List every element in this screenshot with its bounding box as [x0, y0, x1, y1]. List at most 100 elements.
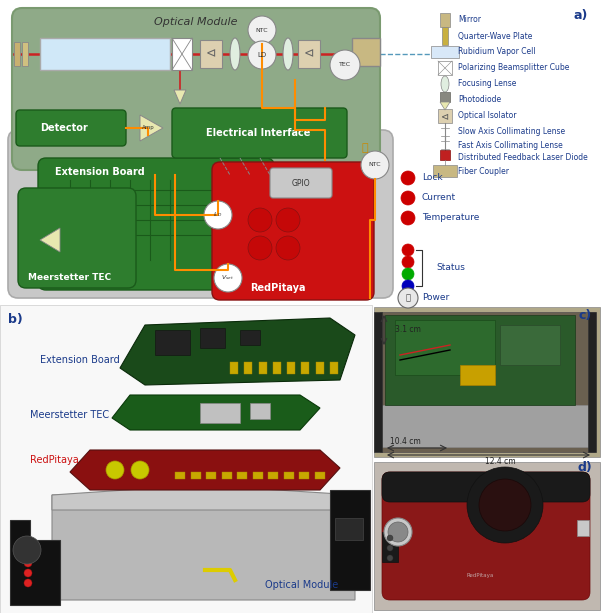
- Bar: [273, 362, 281, 374]
- FancyBboxPatch shape: [270, 168, 332, 198]
- Text: RedPitaya: RedPitaya: [467, 573, 494, 577]
- Circle shape: [388, 522, 408, 542]
- Ellipse shape: [441, 76, 449, 92]
- Text: Detector: Detector: [40, 123, 88, 133]
- Bar: [244, 362, 252, 374]
- Bar: [14, 42, 20, 66]
- Circle shape: [24, 569, 32, 577]
- Text: a): a): [574, 9, 588, 21]
- Polygon shape: [52, 495, 355, 600]
- Circle shape: [467, 467, 543, 543]
- Bar: [200, 403, 240, 423]
- Text: Polarizing Beamsplitter Cube: Polarizing Beamsplitter Cube: [458, 64, 569, 72]
- Bar: [330, 362, 338, 374]
- FancyBboxPatch shape: [38, 158, 274, 290]
- Text: Focusing Lense: Focusing Lense: [458, 80, 517, 88]
- Bar: [315, 362, 324, 374]
- Text: Fiber Coupler: Fiber Coupler: [458, 167, 509, 175]
- Text: Rubidium Vapor Cell: Rubidium Vapor Cell: [458, 47, 536, 56]
- Circle shape: [248, 208, 272, 232]
- Circle shape: [24, 579, 32, 587]
- Polygon shape: [174, 90, 186, 104]
- Text: c): c): [579, 308, 592, 321]
- Circle shape: [401, 191, 415, 205]
- Bar: [268, 472, 278, 479]
- Bar: [299, 472, 309, 479]
- Text: Meerstetter TEC: Meerstetter TEC: [30, 410, 109, 420]
- Circle shape: [402, 268, 414, 280]
- Text: Electrical Interface: Electrical Interface: [206, 128, 310, 138]
- Circle shape: [402, 280, 414, 292]
- Text: Meerstetter TEC: Meerstetter TEC: [28, 273, 111, 283]
- Text: 3.1 cm: 3.1 cm: [395, 326, 421, 335]
- Bar: [395, 320, 495, 375]
- Bar: [374, 462, 600, 610]
- Polygon shape: [440, 102, 450, 110]
- Text: d): d): [577, 462, 592, 474]
- Circle shape: [214, 264, 242, 292]
- Text: Temperature: Temperature: [422, 213, 479, 223]
- Circle shape: [384, 518, 412, 546]
- Bar: [440, 92, 450, 102]
- Polygon shape: [52, 485, 355, 510]
- Circle shape: [330, 50, 360, 80]
- Bar: [335, 518, 363, 540]
- Bar: [442, 27, 448, 45]
- Bar: [431, 46, 459, 58]
- Circle shape: [402, 256, 414, 268]
- Text: ⏻: ⏻: [406, 294, 411, 302]
- Bar: [440, 150, 450, 160]
- Bar: [200, 328, 225, 348]
- Bar: [438, 109, 452, 123]
- Text: Current: Current: [422, 194, 456, 202]
- Bar: [206, 472, 216, 479]
- Circle shape: [131, 461, 149, 479]
- Text: LD: LD: [258, 52, 267, 58]
- Text: Fast Axis Collimating Lense: Fast Axis Collimating Lense: [458, 140, 563, 150]
- Text: b): b): [8, 313, 23, 327]
- FancyBboxPatch shape: [212, 162, 374, 300]
- Text: Extension Board: Extension Board: [40, 355, 120, 365]
- Text: Mirror: Mirror: [458, 15, 481, 25]
- Text: 12.4 cm: 12.4 cm: [485, 457, 515, 465]
- Bar: [22, 42, 28, 66]
- Text: Status: Status: [436, 264, 465, 273]
- Bar: [172, 38, 192, 70]
- Circle shape: [276, 208, 300, 232]
- Text: NTC: NTC: [368, 162, 381, 167]
- Ellipse shape: [230, 38, 240, 70]
- Bar: [315, 472, 325, 479]
- Text: ⊲: ⊲: [304, 47, 314, 61]
- Text: $V_{set}$: $V_{set}$: [222, 273, 235, 283]
- Circle shape: [24, 559, 32, 567]
- Circle shape: [204, 201, 232, 229]
- Text: Amp: Amp: [141, 126, 154, 131]
- Bar: [237, 472, 247, 479]
- Bar: [298, 40, 320, 68]
- Circle shape: [248, 41, 276, 69]
- Bar: [253, 472, 263, 479]
- Circle shape: [248, 16, 276, 44]
- Bar: [191, 472, 200, 479]
- Text: Extension Board: Extension Board: [55, 167, 145, 177]
- Bar: [352, 38, 380, 66]
- Polygon shape: [70, 450, 340, 490]
- Text: Distributed Feedback Laser Diode: Distributed Feedback Laser Diode: [458, 153, 588, 162]
- Text: GPIO: GPIO: [292, 178, 310, 188]
- Bar: [240, 330, 260, 345]
- Bar: [374, 312, 382, 452]
- Bar: [380, 312, 595, 452]
- FancyBboxPatch shape: [382, 472, 590, 502]
- FancyBboxPatch shape: [382, 472, 590, 600]
- Circle shape: [361, 151, 389, 179]
- Bar: [374, 307, 600, 457]
- FancyBboxPatch shape: [172, 108, 347, 158]
- Text: Optical Module: Optical Module: [265, 580, 338, 590]
- Circle shape: [401, 211, 415, 225]
- Text: RedPitaya: RedPitaya: [30, 455, 79, 465]
- Bar: [500, 325, 560, 365]
- Text: 🔒: 🔒: [362, 143, 368, 153]
- Text: TEC: TEC: [339, 63, 351, 67]
- Bar: [175, 472, 185, 479]
- Text: ⊲: ⊲: [441, 111, 449, 121]
